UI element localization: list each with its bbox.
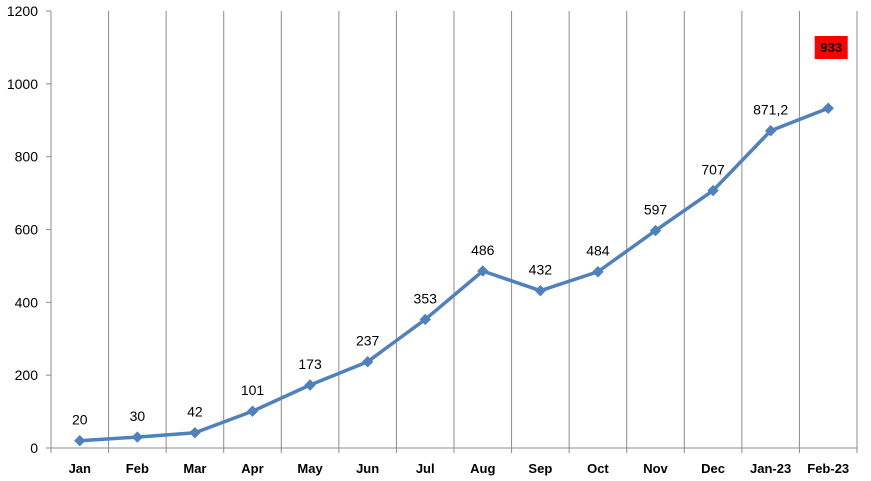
x-tick-label: Jun bbox=[356, 461, 379, 476]
data-point-marker bbox=[304, 379, 316, 391]
y-tick-label: 0 bbox=[30, 440, 38, 456]
x-tick-label: Jan bbox=[69, 461, 91, 476]
data-point-marker bbox=[189, 426, 201, 439]
y-tick-label: 1000 bbox=[7, 76, 38, 92]
series-line bbox=[78, 106, 830, 443]
data-point-marker bbox=[707, 184, 719, 197]
data-point-marker bbox=[361, 355, 374, 368]
highlight-data-label: 933 bbox=[820, 40, 842, 55]
data-label: 707 bbox=[701, 162, 725, 178]
x-tick-label: Aug bbox=[470, 461, 495, 476]
data-label: 871,2 bbox=[753, 102, 788, 118]
x-tick-label: Apr bbox=[241, 461, 263, 476]
x-tick-label: Jan-23 bbox=[750, 461, 791, 476]
data-label: 484 bbox=[586, 243, 610, 259]
y-tick-label: 1200 bbox=[7, 3, 38, 19]
data-label: 432 bbox=[529, 262, 553, 278]
data-label: 101 bbox=[241, 382, 265, 398]
data-point-marker bbox=[534, 284, 547, 297]
x-tick-label: Feb-23 bbox=[807, 461, 849, 476]
gridlines bbox=[108, 11, 858, 448]
x-tick-label: Mar bbox=[183, 461, 206, 476]
data-point-marker bbox=[822, 102, 834, 114]
x-tick-label: Oct bbox=[587, 461, 609, 476]
series-line-group bbox=[78, 106, 830, 443]
series-markers bbox=[74, 102, 834, 447]
x-tick-label: Jul bbox=[416, 461, 435, 476]
data-point-marker bbox=[131, 431, 144, 443]
data-point-marker bbox=[246, 405, 259, 417]
data-point-marker bbox=[419, 313, 431, 326]
highlight-label-background bbox=[814, 36, 848, 59]
x-tick-label: Feb bbox=[126, 461, 149, 476]
y-tick-label: 800 bbox=[15, 149, 39, 165]
x-tick-label: May bbox=[297, 461, 323, 476]
data-point-marker bbox=[74, 435, 86, 447]
y-axis-ticks: 0 200 400 600 800 1000 1200 bbox=[7, 3, 51, 456]
data-labels: 20 30 42 101 173 237 353 486 432 484 597 707 871,2 93… bbox=[72, 36, 848, 428]
x-tick-label: Dec bbox=[701, 461, 725, 476]
data-point-marker bbox=[764, 125, 777, 137]
data-label: 486 bbox=[471, 242, 495, 258]
data-label: 597 bbox=[644, 202, 668, 218]
data-label: 173 bbox=[298, 356, 322, 372]
y-tick-label: 200 bbox=[15, 367, 39, 383]
data-point-marker bbox=[592, 266, 604, 278]
y-tick-label: 400 bbox=[15, 294, 39, 310]
data-point-marker bbox=[477, 265, 489, 277]
data-point-marker bbox=[649, 224, 662, 237]
x-axis-ticks: Jan Feb Mar Apr May Jun Jul Aug Sep Oct Nov Dec Jan-… bbox=[50, 448, 858, 476]
x-tick-label: Nov bbox=[643, 461, 668, 476]
y-tick-label: 600 bbox=[15, 222, 39, 238]
data-label: 20 bbox=[72, 412, 88, 428]
data-label: 237 bbox=[356, 333, 380, 349]
data-label: 353 bbox=[414, 290, 438, 306]
data-label: 42 bbox=[187, 404, 203, 420]
data-label: 30 bbox=[130, 408, 146, 424]
x-tick-label: Sep bbox=[528, 461, 552, 476]
